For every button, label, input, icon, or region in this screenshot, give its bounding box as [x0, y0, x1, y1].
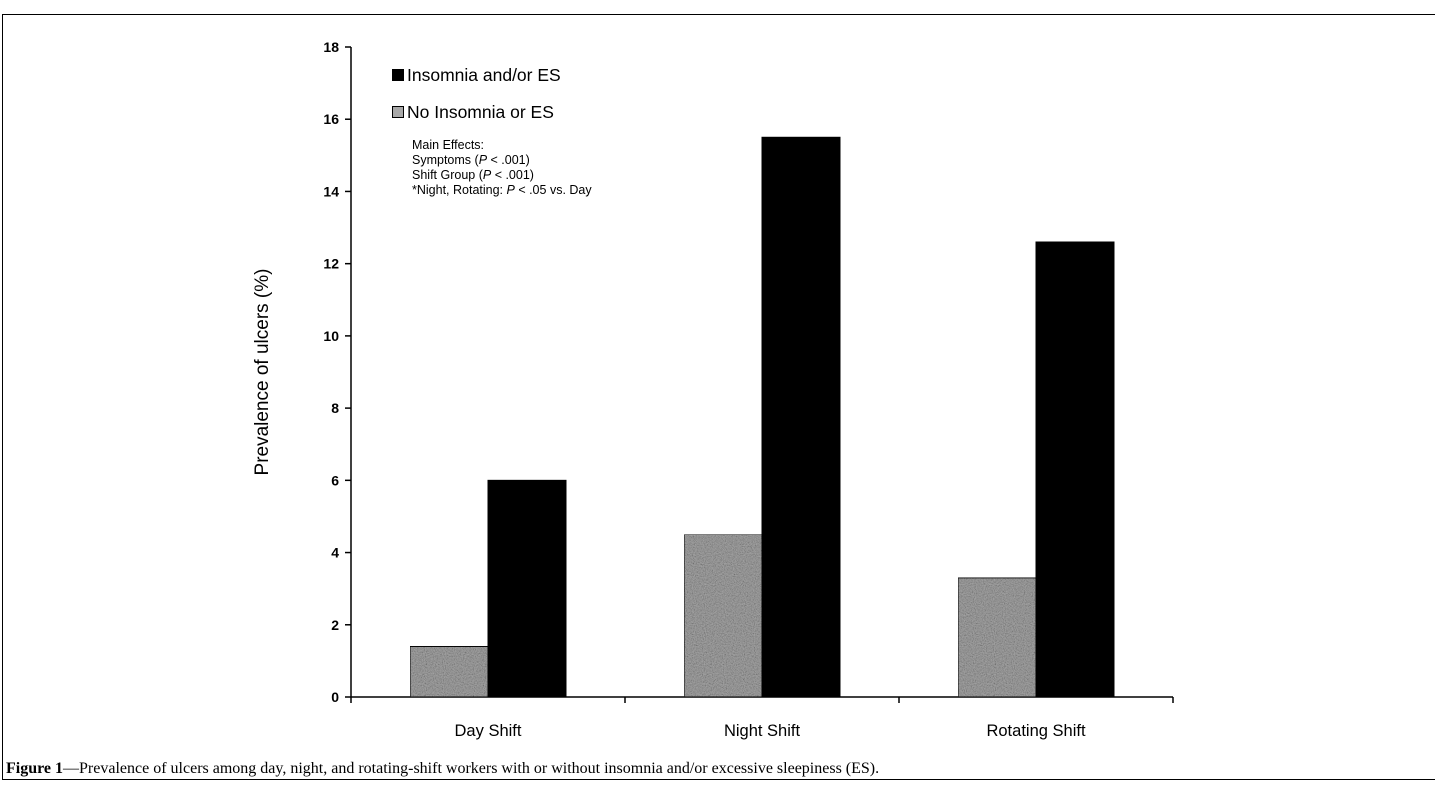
legend-label-no-insomnia: No Insomnia or ES: [407, 101, 554, 122]
effects-line1-p: P: [478, 153, 488, 167]
legend-item-no-insomnia: No Insomnia or ES: [392, 101, 561, 123]
effects-line1-post: < .001): [487, 153, 530, 167]
effects-line2-p: P: [482, 168, 492, 182]
caption-label: Figure 1: [6, 760, 64, 777]
caption-text: —Prevalence of ulcers among day, night, …: [63, 760, 880, 777]
bar-no-insomnia-rotating-shift: [957, 577, 1037, 698]
y-tick-label: 8: [331, 400, 339, 416]
x-tick-labels: Day Shift Night Shift Rotating Shift: [455, 722, 1086, 740]
bar-insomnia-day-shift: [487, 479, 567, 698]
effects-line2-post: < .001): [491, 168, 534, 182]
x-tick-label: Rotating Shift: [986, 722, 1085, 740]
bar-insomnia-rotating-shift: [1035, 241, 1115, 698]
y-tick-label: 18: [323, 39, 339, 55]
main-effects-annotation: Main Effects: Symptoms (P < .001) Shift …: [412, 138, 592, 198]
y-tick-label: 16: [323, 111, 339, 127]
legend: Insomnia and/or ES No Insomnia or ES: [392, 64, 561, 138]
effects-line-shift-group: Shift Group (P < .001): [412, 168, 592, 183]
figure-caption: Figure 1—Prevalence of ulcers among day,…: [6, 760, 1426, 778]
bar-insomnia-night-shift: [761, 136, 841, 698]
effects-line2-pre: Shift Group (: [412, 168, 483, 182]
effects-line3-post: < .05 vs. Day: [514, 183, 592, 197]
y-axis-label: Prevalence of ulcers (%): [252, 269, 273, 476]
bar-no-insomnia-day-shift: [409, 645, 489, 698]
effects-line-night-rotating: *Night, Rotating: P < .05 vs. Day: [412, 183, 592, 198]
bars-group: [409, 136, 1115, 698]
effects-line3-pre: *Night, Rotating:: [412, 183, 507, 197]
effects-line-symptoms: Symptoms (P < .001): [412, 153, 592, 168]
legend-swatch-no-insomnia: [392, 106, 404, 118]
legend-swatch-insomnia: [392, 69, 404, 81]
figure-frame: [2, 14, 1435, 780]
y-tick-label: 0: [331, 689, 339, 705]
y-tick-labels: 0 2 4 6 8 10 12 14 16 18: [323, 39, 339, 705]
effects-line1-pre: Symptoms (: [412, 153, 479, 167]
y-tick-label: 14: [323, 183, 339, 199]
y-tick-label: 12: [323, 256, 339, 272]
bar-no-insomnia-night-shift: [683, 534, 763, 698]
y-tick-label: 2: [331, 617, 339, 633]
effects-heading: Main Effects:: [412, 138, 485, 152]
effects-line3-p: P: [506, 183, 515, 197]
legend-label-insomnia: Insomnia and/or ES: [407, 64, 561, 85]
y-tick-label: 10: [323, 328, 339, 344]
x-tick-label: Day Shift: [455, 722, 522, 740]
y-tick-label: 4: [331, 545, 339, 561]
y-tick-label: 6: [331, 472, 339, 488]
legend-item-insomnia: Insomnia and/or ES: [392, 64, 561, 86]
x-tick-label: Night Shift: [724, 722, 801, 740]
